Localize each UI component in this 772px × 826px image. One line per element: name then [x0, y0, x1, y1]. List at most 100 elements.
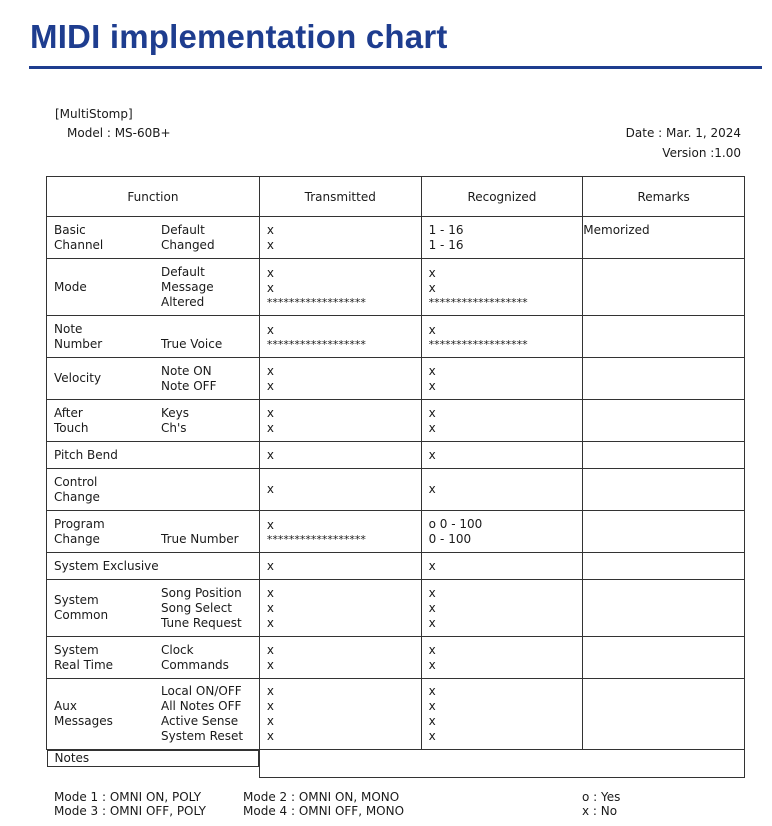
- function-cell: After Touch Keys Ch's: [46, 399, 260, 442]
- remarks-cell: [582, 636, 745, 679]
- recognized-cell: x: [420, 441, 584, 469]
- function-sub: Song Position Song Select Tune Request: [161, 580, 242, 636]
- function-group: After Touch: [54, 400, 88, 441]
- table-header-row: Function Transmitted Recognized Remarks: [46, 176, 745, 217]
- remarks-cell: [582, 441, 745, 469]
- legend-mode-3: Mode 3 : OMNI OFF, POLY: [54, 804, 206, 818]
- legend-no: x : No: [582, 804, 618, 818]
- transmitted-cell: x ******************: [258, 315, 422, 358]
- transmitted-value: x: [266, 280, 275, 295]
- transmitted-value: x: [266, 482, 275, 496]
- transmitted-value: x: [266, 714, 275, 728]
- cell-lines: 1 - 16 1 - 16: [422, 223, 583, 253]
- function-sub-line: Song Position: [161, 585, 242, 600]
- function-group: Control Change: [54, 469, 100, 510]
- table-row: Mode Default Message Altered x x *************…: [46, 258, 745, 316]
- recognized-value: x: [428, 420, 436, 435]
- model-label: Model : MS-60B+: [67, 126, 171, 140]
- recognized-value: x: [428, 615, 436, 630]
- table-row: Note Number True Voice x ****************** x…: [46, 315, 745, 358]
- function-cell: Basic Channel Default Changed: [46, 216, 260, 259]
- function-group-line: Channel: [54, 237, 104, 252]
- recognized-value: x: [428, 265, 436, 280]
- function-group: Program Change: [54, 511, 105, 552]
- function-group-line: System: [54, 642, 99, 657]
- function-sub-line: System Reset: [161, 729, 244, 743]
- transmitted-value: x: [266, 265, 275, 280]
- recognized-cell: x x ******************: [420, 258, 584, 316]
- function-sub-line: Tune Request: [161, 615, 242, 630]
- function-sub-line: Note OFF: [161, 378, 217, 393]
- transmitted-value: x: [266, 517, 275, 532]
- header-recognized: Recognized: [420, 176, 584, 217]
- function-sub-line: Song Select: [161, 600, 233, 615]
- table-row: Basic Channel Default Changed x x 1 - 16 1 - 16…: [46, 216, 745, 259]
- header-remarks: Remarks: [582, 176, 745, 217]
- function-sub-line: [161, 517, 239, 532]
- header-function: Function: [46, 176, 260, 217]
- recognized-value: o 0 - 100: [428, 516, 483, 531]
- function-sub: Default Message Altered: [161, 259, 214, 315]
- table-row: System Exclusive x x: [46, 552, 745, 580]
- page-title: MIDI implementation chart: [30, 18, 448, 55]
- transmitted-value: x: [266, 447, 275, 462]
- remarks-cell: [582, 678, 745, 750]
- function-group-line: System Exclusive: [54, 558, 159, 573]
- table-row: System Real Time Clock Commands x x x x: [46, 636, 745, 679]
- function-sub: True Number: [161, 511, 239, 552]
- recognized-value: x: [428, 585, 436, 600]
- transmitted-value: x: [266, 585, 275, 600]
- function-sub: Note ON Note OFF: [161, 358, 216, 399]
- function-group-line: Control: [54, 474, 98, 489]
- function-group-line: Touch: [54, 420, 89, 435]
- table-row: Pitch Bend x x: [46, 441, 745, 469]
- remarks-cell: Memorized: [582, 216, 745, 259]
- transmitted-value: x: [266, 684, 275, 698]
- function-group-line: Aux: [54, 699, 77, 713]
- function-cell: Velocity Note ON Note OFF: [46, 357, 260, 400]
- function-sub-line: Default: [161, 222, 205, 237]
- version-label: Version :1.00: [662, 146, 741, 160]
- transmitted-value: x: [266, 363, 275, 378]
- transmitted-value: x: [266, 405, 275, 420]
- function-group-line: Program: [54, 516, 105, 531]
- function-group-line: Note: [54, 321, 83, 336]
- remarks-cell: [582, 552, 745, 580]
- cell-lines: x x ******************: [422, 266, 583, 309]
- transmitted-cell: x: [258, 468, 422, 511]
- table-row: Program Change True Number x ***************…: [46, 510, 745, 553]
- function-cell: Aux Messages Local ON/OFF All Notes OFF Acti…: [46, 678, 260, 750]
- title-underline: [29, 66, 762, 69]
- function-sub-line: Altered: [161, 294, 205, 309]
- function-cell: System Exclusive: [46, 552, 260, 580]
- cell-lines: o 0 - 100 0 - 100: [422, 517, 583, 547]
- cell-lines: x: [260, 482, 421, 497]
- function-sub: Default Changed: [161, 217, 215, 258]
- function-sub: Clock Commands: [161, 637, 229, 678]
- function-sub-line: True Voice: [161, 336, 223, 351]
- recognized-value: x: [428, 405, 436, 420]
- legend-yes: o : Yes: [582, 790, 621, 804]
- transmitted-value: x: [266, 729, 275, 743]
- function-sub-line: True Number: [161, 531, 239, 546]
- function-group-line: Messages: [54, 714, 113, 728]
- recognized-value: 0 - 100: [428, 531, 472, 546]
- legend-symbols: o : Yes x : No: [582, 790, 620, 818]
- remarks-cell: [582, 510, 745, 553]
- function-group: System Common: [54, 580, 108, 636]
- recognized-cell: o 0 - 100 0 - 100: [420, 510, 584, 553]
- function-sub-line: Active Sense: [161, 714, 239, 728]
- function-group: Aux Messages: [54, 679, 113, 749]
